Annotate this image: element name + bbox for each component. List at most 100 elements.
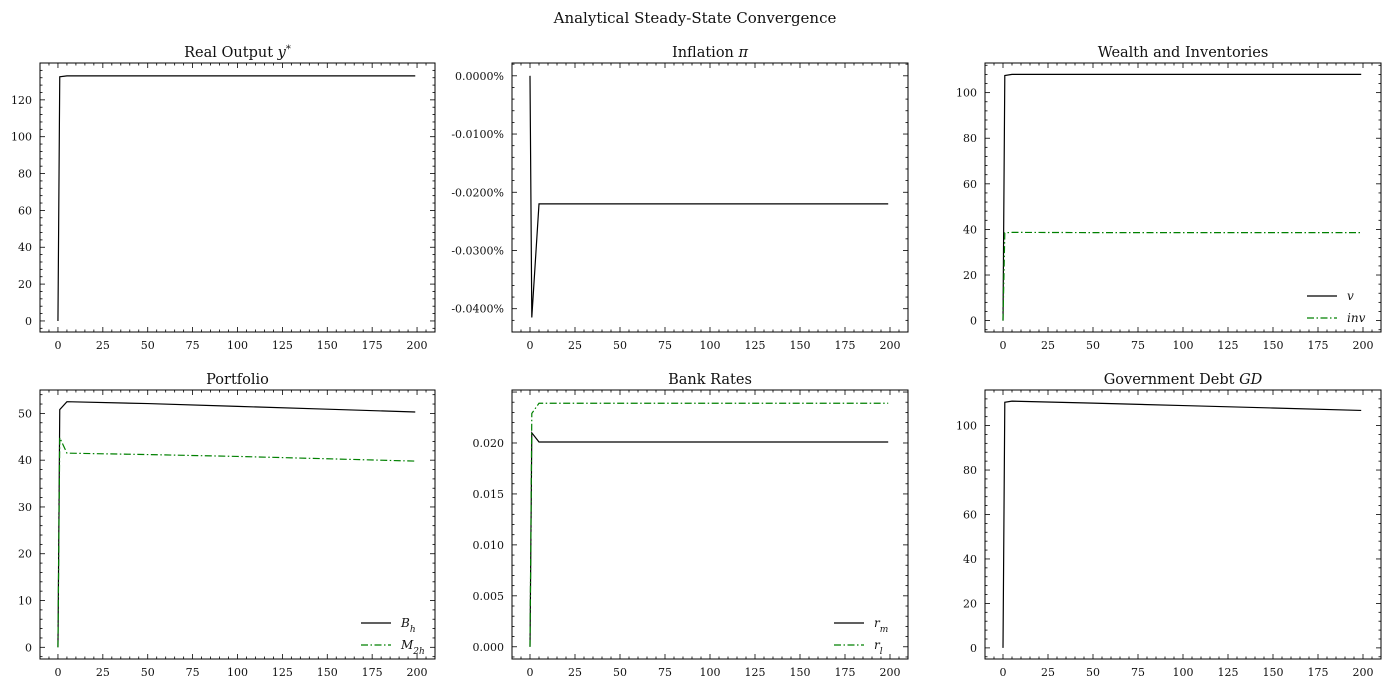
x-tick-label: 125	[1218, 339, 1239, 352]
x-tick-label: 25	[96, 339, 110, 352]
x-tick-label: 175	[362, 339, 383, 352]
subplot-4: Portfolio 0 25 50 75 100 125 150 175 200 0 10 20 30 40…	[18, 372, 436, 679]
x-tick-label: 0	[527, 666, 534, 679]
axes-frame	[511, 389, 909, 660]
x-tick-label: 150	[1263, 666, 1284, 679]
x-tick-label: 100	[227, 666, 248, 679]
series-line-Bh	[57, 401, 416, 648]
y-tick-label: -0.0300%	[451, 244, 504, 257]
subplot-2: Inflation π 0 25 50 75 100 125 150 175 200 0.0000%…	[451, 45, 909, 352]
x-tick-label: 150	[317, 339, 338, 352]
legend-entry: v	[1347, 289, 1354, 303]
y-tick-label: 60	[18, 204, 32, 217]
y-tick-label: 0	[25, 641, 32, 654]
x-tick-label: 100	[700, 666, 721, 679]
series-line-1	[57, 75, 416, 321]
x-tick-label: 75	[658, 666, 672, 679]
x-tick-label: 200	[407, 666, 428, 679]
x-tick-label: 175	[362, 666, 383, 679]
y-tick-label: 120	[11, 94, 32, 107]
axes-frame	[39, 62, 436, 333]
x-tick-label: 0	[54, 339, 61, 352]
x-tick-label: 50	[141, 666, 155, 679]
subplot-title: Government Debt GD	[1104, 372, 1263, 388]
x-tick-label: 175	[1308, 666, 1329, 679]
y-tick-label: -0.0400%	[451, 303, 504, 316]
subplot-title: Inflation π	[672, 45, 749, 61]
y-tick-label: 20	[963, 269, 977, 282]
series-line-v	[1002, 73, 1362, 321]
x-tick-label: 100	[227, 339, 248, 352]
subplot-1: Real Output y* 0 25 50 75 100 125 150 175 200 0 20 4…	[11, 44, 436, 352]
y-tick-label: 0.005	[473, 590, 505, 603]
subplot-title: Real Output y*	[184, 44, 291, 62]
x-tick-label: 100	[700, 339, 721, 352]
subplot-title: Portfolio	[206, 372, 269, 388]
x-tick-label: 50	[1086, 666, 1100, 679]
axes-frame	[984, 389, 1382, 660]
axes-frame	[984, 62, 1382, 333]
x-tick-label: 25	[1041, 339, 1055, 352]
y-tick-label: 0.000	[473, 641, 505, 654]
x-tick-label: 175	[835, 666, 856, 679]
x-tick-label: 125	[272, 666, 293, 679]
y-tick-label: 60	[963, 508, 977, 521]
figure-title: Analytical Steady-State Convergence	[553, 9, 837, 27]
y-tick-label: -0.0200%	[451, 186, 504, 199]
x-tick-label: 50	[613, 339, 627, 352]
x-tick-label: 75	[186, 666, 200, 679]
y-tick-label: 40	[963, 223, 977, 236]
y-tick-label: 40	[18, 241, 32, 254]
x-tick-label: 150	[790, 666, 811, 679]
legend-entry: inv	[1347, 311, 1366, 325]
x-tick-label: 150	[317, 666, 338, 679]
x-tick-label: 125	[272, 339, 293, 352]
series-line-inv	[1002, 231, 1362, 321]
x-tick-label: 100	[1173, 339, 1194, 352]
y-tick-label: 40	[18, 454, 32, 467]
x-tick-label: 200	[1353, 666, 1374, 679]
series-line-1	[1002, 400, 1362, 648]
y-tick-label: 80	[963, 132, 977, 145]
y-tick-label: 80	[18, 168, 32, 181]
x-tick-label: 200	[880, 666, 901, 679]
y-tick-label: 50	[18, 407, 32, 420]
y-tick-label: 30	[18, 501, 32, 514]
y-tick-label: 0	[970, 642, 977, 655]
y-tick-label: 100	[956, 420, 977, 433]
series-line-rl	[529, 402, 889, 647]
y-tick-label: 20	[18, 278, 32, 291]
x-tick-label: 75	[1131, 339, 1145, 352]
x-tick-label: 25	[1041, 666, 1055, 679]
y-tick-label: 0.010	[473, 539, 505, 552]
legend-entry: rm	[874, 616, 888, 635]
subplot-title: Bank Rates	[668, 372, 752, 388]
legend-entry: M2h	[400, 638, 425, 657]
x-tick-label: 125	[745, 339, 766, 352]
x-tick-label: 25	[568, 666, 582, 679]
subplot-6: Government Debt GD0 25 50 75 100 125 150 175 200…	[956, 372, 1382, 679]
x-tick-label: 0	[1000, 339, 1007, 352]
y-tick-label: 20	[963, 597, 977, 610]
x-tick-label: 150	[790, 339, 811, 352]
series-line-rm	[529, 431, 889, 647]
y-tick-label: 0	[25, 315, 32, 328]
legend-entry: rl	[874, 638, 883, 657]
y-tick-label: 100	[11, 131, 32, 144]
x-tick-label: 125	[1218, 666, 1239, 679]
y-tick-label: 0	[970, 315, 977, 328]
y-tick-label: -0.0100%	[451, 128, 504, 141]
series-line-1	[529, 75, 889, 318]
subplot-5: Bank Rates 0 25 50 75 100 125 150 175 200 0.000 0.0…	[473, 372, 909, 679]
x-tick-label: 75	[186, 339, 200, 352]
y-tick-label: 0.015	[473, 488, 505, 501]
x-tick-label: 75	[658, 339, 672, 352]
x-tick-label: 0	[54, 666, 61, 679]
x-tick-label: 25	[96, 666, 110, 679]
x-tick-label: 0	[1000, 666, 1007, 679]
x-tick-label: 125	[745, 666, 766, 679]
x-tick-label: 200	[407, 339, 428, 352]
subplot-title: Wealth and Inventories	[1098, 45, 1269, 61]
y-tick-label: 60	[963, 178, 977, 191]
